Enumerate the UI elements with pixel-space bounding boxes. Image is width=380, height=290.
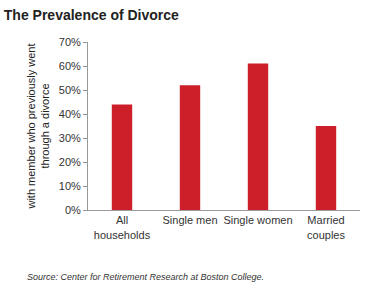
- svg-text:50%: 50%: [59, 84, 81, 96]
- svg-text:Allhouseholds: Allhouseholds: [94, 214, 151, 240]
- svg-text:30%: 30%: [59, 132, 81, 144]
- svg-text:10%: 10%: [59, 180, 81, 192]
- svg-text:0%: 0%: [65, 204, 81, 216]
- svg-text:The Prevalence of Divorce: The Prevalence of Divorce: [4, 7, 179, 23]
- svg-text:70%: 70%: [59, 36, 81, 48]
- svg-text:Marriedcouples: Marriedcouples: [307, 214, 345, 240]
- svg-text:with member who previously wen: with member who previously wentthrough a…: [25, 43, 51, 209]
- svg-text:Source: Center for Retirement: Source: Center for Retirement Research a…: [27, 272, 264, 282]
- svg-text:20%: 20%: [59, 156, 81, 168]
- svg-text:60%: 60%: [59, 60, 81, 72]
- svg-text:40%: 40%: [59, 108, 81, 120]
- svg-text:Single men: Single men: [162, 214, 217, 226]
- svg-text:Single women: Single women: [223, 214, 292, 226]
